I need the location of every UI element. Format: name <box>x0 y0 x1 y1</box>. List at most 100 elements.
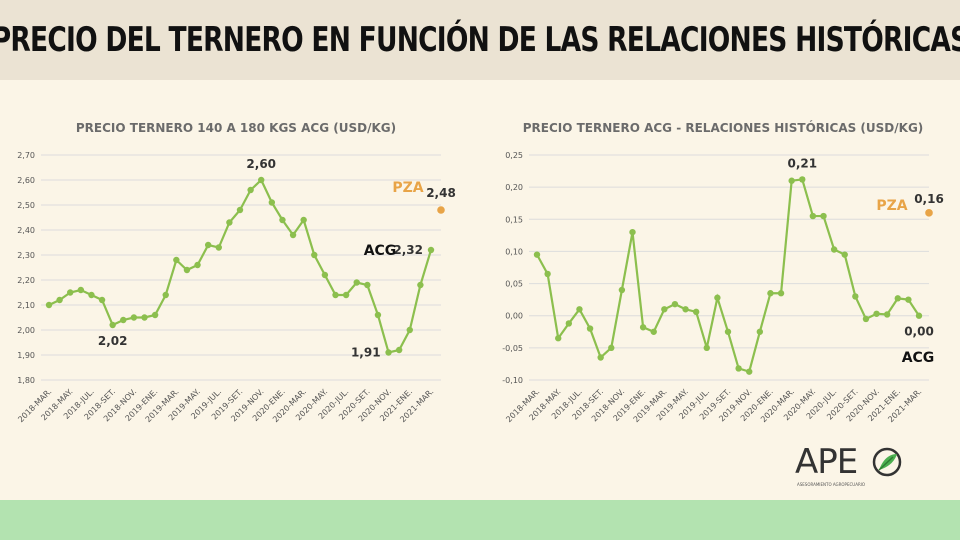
data-point <box>427 246 435 254</box>
data-point <box>576 306 583 313</box>
data-point <box>714 294 721 301</box>
data-point <box>353 279 360 286</box>
title-bar: PRECIO DEL TERNERO EN FUNCIÓN DE LAS REL… <box>0 0 960 80</box>
data-point <box>406 326 413 334</box>
data-point <box>841 251 848 258</box>
data-point <box>98 296 106 304</box>
y-tick-label: 0,05 <box>505 280 523 289</box>
data-point <box>661 306 668 313</box>
acg-label: ACG <box>364 243 397 259</box>
data-point <box>56 296 63 304</box>
data-point <box>374 311 382 319</box>
y-tick-label: -0,10 <box>502 376 523 385</box>
data-point <box>417 281 424 289</box>
data-point <box>300 216 307 224</box>
data-point <box>862 315 870 323</box>
data-point <box>289 231 297 239</box>
logo-subtitle: ASESORAMIENTO AGROPECUARIO <box>797 482 866 487</box>
page-title: PRECIO DEL TERNERO EN FUNCIÓN DE LAS REL… <box>0 20 960 60</box>
data-point <box>873 310 880 317</box>
data-point <box>905 296 912 303</box>
data-point <box>173 256 180 264</box>
data-point <box>830 246 838 253</box>
y-tick-label: 2,50 <box>17 201 35 210</box>
data-point <box>767 290 774 297</box>
y-tick-label: 2,10 <box>17 301 35 310</box>
data-point <box>385 349 392 356</box>
data-point <box>724 328 732 335</box>
y-tick-label: 2,70 <box>17 151 35 160</box>
pza-point <box>437 206 445 214</box>
data-point <box>777 290 785 297</box>
data-point <box>77 286 85 294</box>
data-point <box>820 212 827 220</box>
data-point <box>915 312 923 319</box>
data-point <box>682 306 689 313</box>
data-point <box>756 328 764 335</box>
data-point <box>618 286 626 294</box>
data-point <box>321 271 329 279</box>
data-point <box>258 176 265 184</box>
data-point <box>799 176 806 183</box>
pza-value-label: 2,48 <box>426 186 456 200</box>
pza-label: PZA <box>876 198 907 214</box>
data-point <box>162 291 169 299</box>
data-point <box>109 321 116 329</box>
data-point <box>597 354 604 361</box>
data-label: 0,00 <box>904 325 934 339</box>
data-label: 2,60 <box>246 157 276 171</box>
data-point <box>204 241 212 249</box>
y-tick-label: 2,40 <box>17 226 35 235</box>
y-tick-label: 1,80 <box>17 376 35 385</box>
data-label: 1,91 <box>351 346 381 360</box>
data-point <box>279 216 286 224</box>
data-point <box>650 328 657 335</box>
data-point <box>236 206 244 214</box>
data-point <box>703 344 710 352</box>
data-point <box>247 186 254 194</box>
chart-title: PRECIO TERNERO ACG - RELACIONES HISTÓRIC… <box>523 120 924 135</box>
data-point <box>120 316 127 324</box>
y-tick-label: 0,25 <box>505 151 523 160</box>
y-tick-label: 0,15 <box>505 215 523 224</box>
data-point <box>544 270 551 278</box>
data-point <box>555 335 562 342</box>
data-point <box>332 291 339 299</box>
ape-logo: APE ASESORAMIENTO AGROPECUARIO <box>795 442 915 492</box>
data-point <box>852 293 859 300</box>
chart-historical-relations: PRECIO TERNERO ACG - RELACIONES HISTÓRIC… <box>502 120 944 424</box>
data-point <box>586 325 594 332</box>
y-tick-label: 2,30 <box>17 251 35 260</box>
data-point <box>608 344 615 352</box>
y-tick-label: 0,10 <box>505 247 523 256</box>
pza-label: PZA <box>392 180 423 196</box>
chart-title: PRECIO TERNERO 140 A 180 KGS ACG (USD/KG… <box>76 121 396 135</box>
data-point <box>226 219 233 226</box>
data-point <box>809 212 817 220</box>
data-point <box>746 368 753 375</box>
data-point <box>67 289 74 296</box>
chart-price-acg: PRECIO TERNERO 140 A 180 KGS ACG (USD/KG… <box>16 121 456 424</box>
data-label: 2,02 <box>98 334 128 348</box>
y-tick-label: -0,05 <box>502 344 523 353</box>
data-point <box>45 301 53 309</box>
data-point <box>395 346 403 354</box>
data-point <box>268 199 276 206</box>
logo-text: APE <box>795 442 858 482</box>
pza-value-label: 0,16 <box>914 192 944 206</box>
y-tick-label: 2,00 <box>17 326 35 335</box>
data-point <box>141 314 148 321</box>
data-point <box>565 320 573 327</box>
y-tick-label: 0,20 <box>505 183 523 192</box>
y-tick-label: 0,00 <box>505 312 523 321</box>
data-point <box>151 311 159 319</box>
data-point <box>629 228 636 236</box>
data-label: 2,32 <box>393 243 423 257</box>
data-point <box>88 291 95 299</box>
data-point <box>183 266 191 274</box>
data-point <box>364 281 371 289</box>
data-point <box>639 324 647 331</box>
y-tick-label: 2,60 <box>17 176 35 185</box>
series-line <box>48 178 433 354</box>
series-line <box>536 178 920 374</box>
